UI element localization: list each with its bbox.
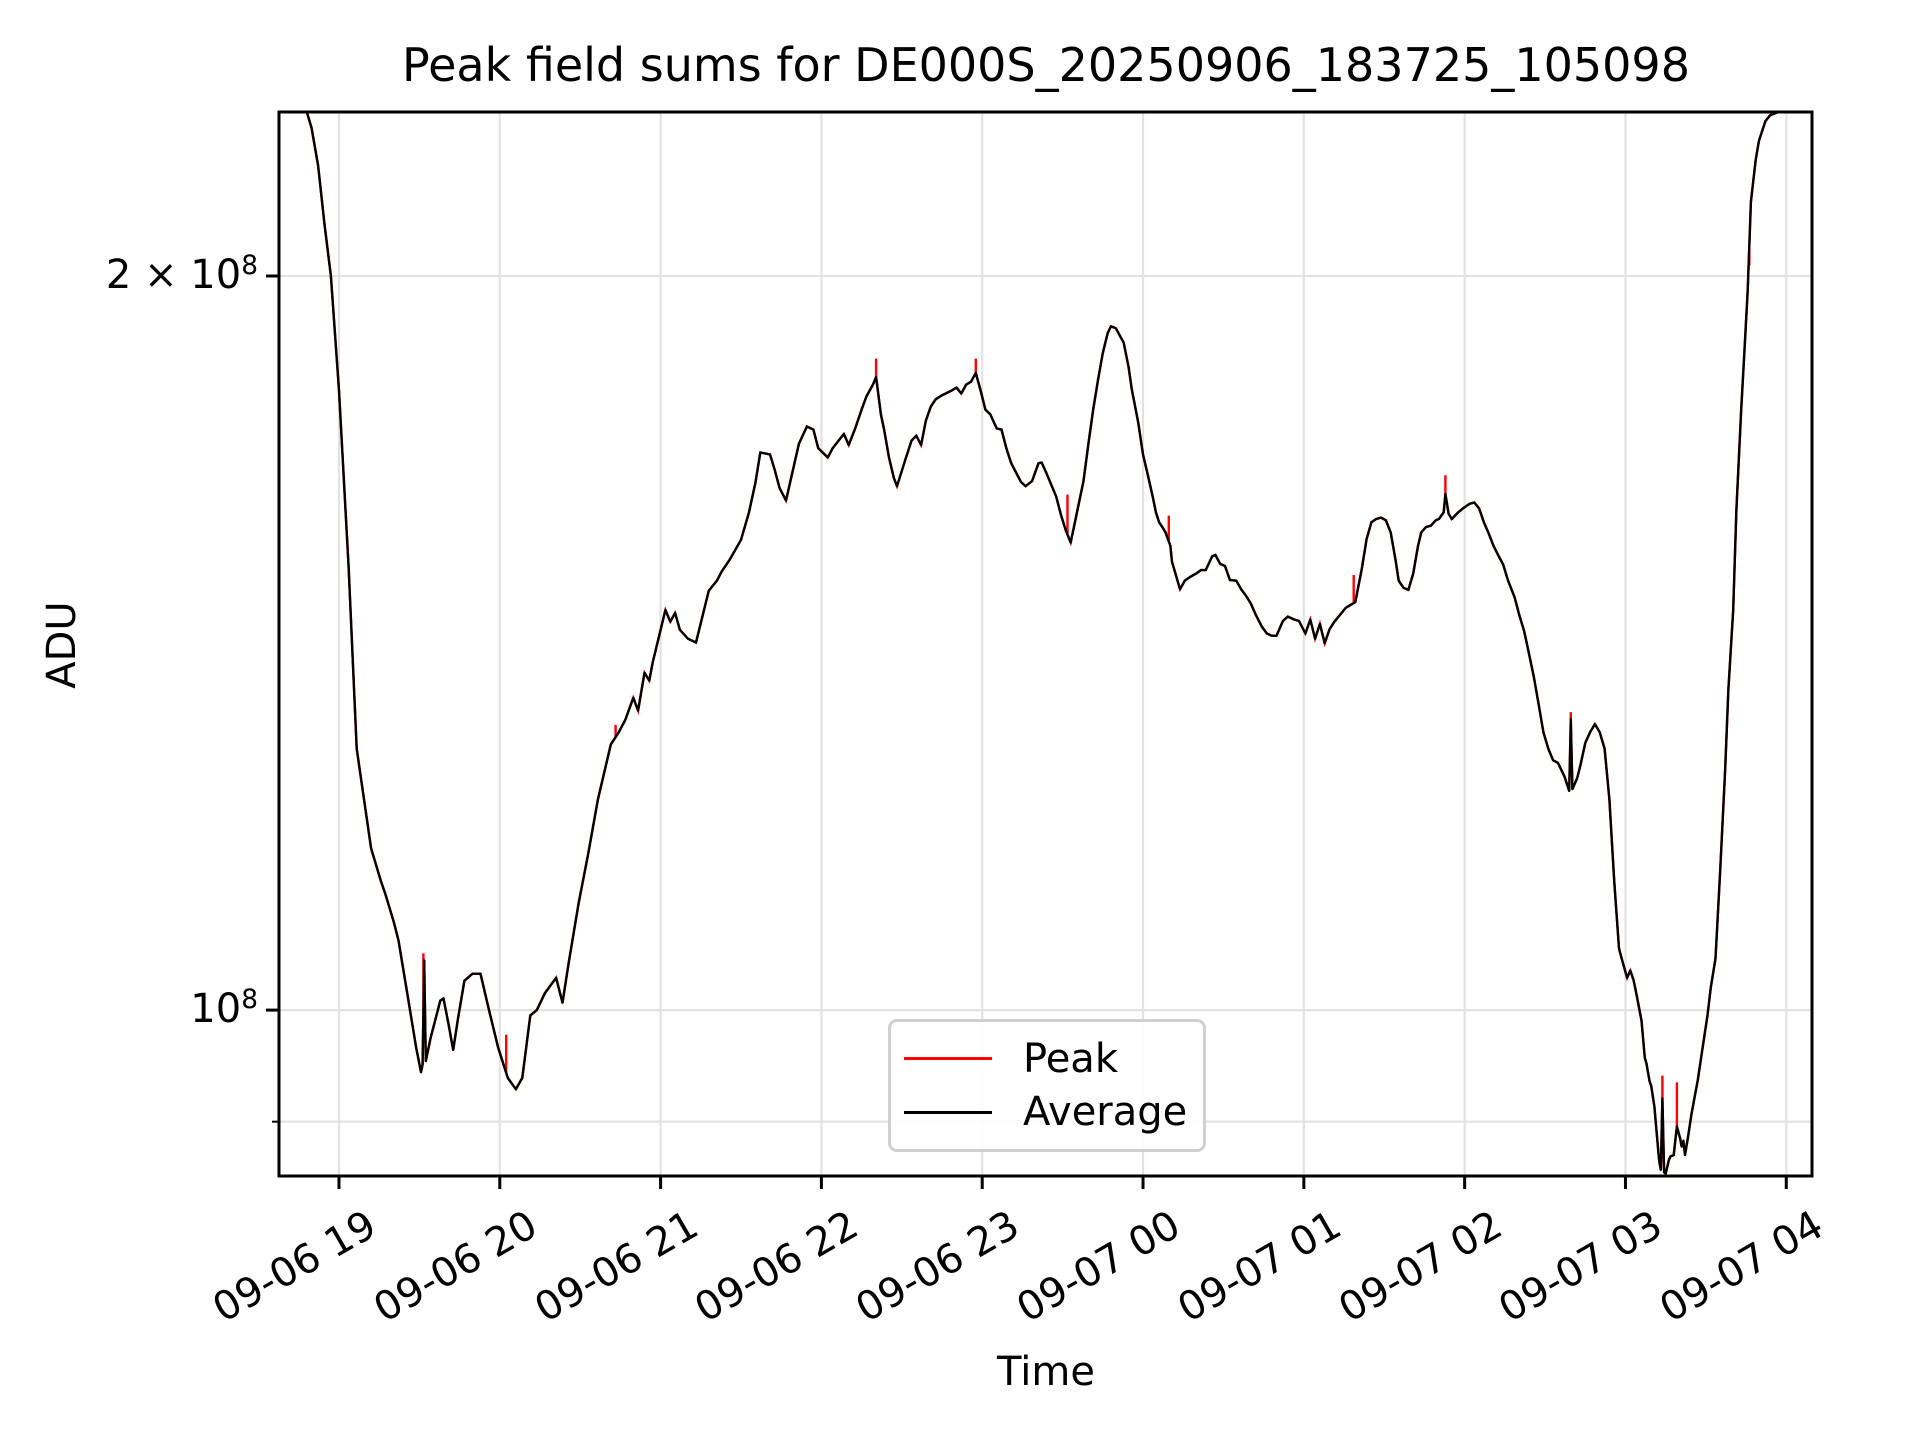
legend: Peak Average: [888, 1019, 1206, 1152]
legend-label-peak: Peak: [1023, 1035, 1118, 1082]
peak-series-line: [279, 112, 1812, 1176]
y-axis-label: ADU: [39, 601, 85, 689]
y-tick-label: 108: [190, 983, 258, 1033]
tick-marks: [266, 274, 1788, 1189]
x-axis-label: Time: [997, 1349, 1095, 1395]
average-series-line: [279, 112, 1812, 1175]
peak-line-sample: [904, 1057, 992, 1061]
legend-row-peak: Peak: [891, 1039, 1203, 1079]
plot-border: [277, 110, 1814, 1178]
gridlines: [279, 112, 1812, 1176]
chart-title: Peak field sums for DE000S_20250906_1837…: [402, 38, 1690, 92]
y-tick-label: 2 × 108: [105, 249, 258, 299]
average-line-sample: [904, 1110, 992, 1114]
legend-label-average: Average: [1023, 1089, 1188, 1136]
legend-row-average: Average: [891, 1092, 1203, 1132]
